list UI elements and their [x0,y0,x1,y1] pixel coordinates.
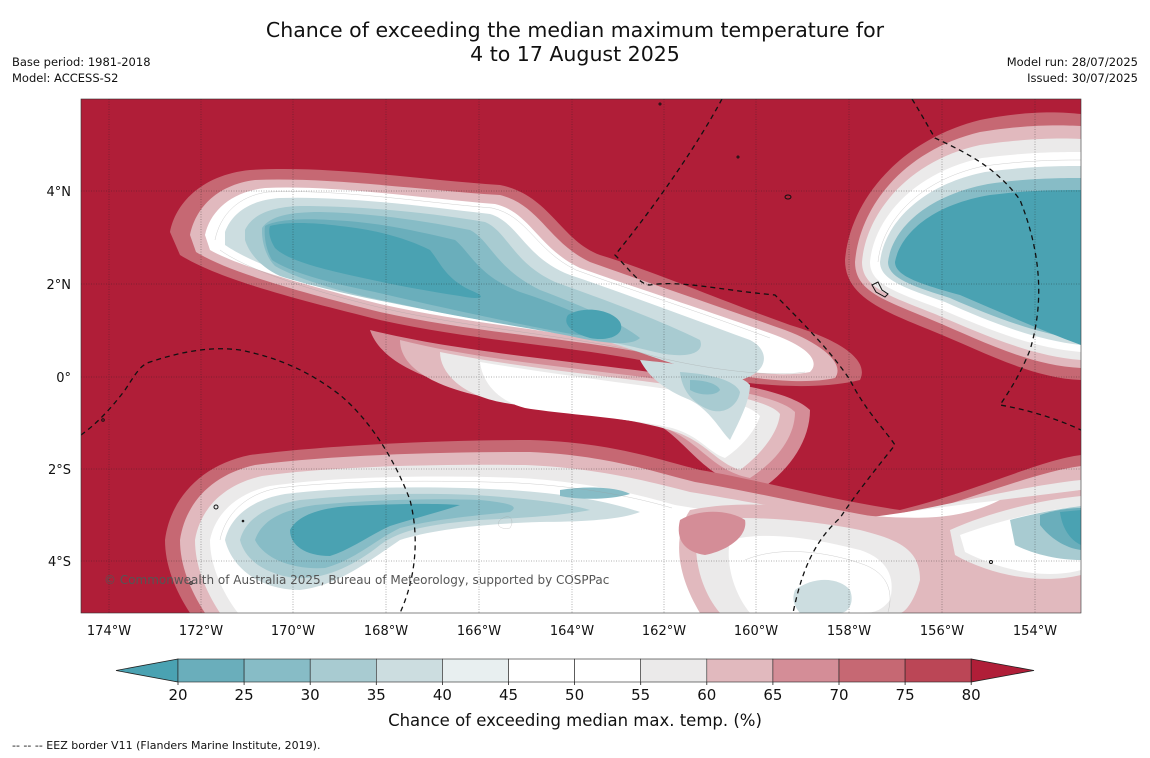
island-6 [658,102,662,106]
colorbar-tick-label: 35 [367,686,386,704]
contour-lines [214,159,1081,613]
grid-lines [81,99,1081,613]
colorbar-extend-low [115,658,179,683]
colorbar-ticks: 20 25 30 35 40 45 50 55 60 65 70 75 80 [168,686,980,704]
title-line-2: 4 to 17 August 2025 [470,42,680,66]
island-8 [989,560,993,564]
model-run: Model run: 28/07/2025 [1006,55,1138,69]
island-2 [871,281,889,298]
colorbar-segment [574,658,641,683]
base-period: Base period: 1981-2018 [12,55,151,69]
colorbar-segment [309,658,377,683]
colorbar-segment [772,658,840,683]
eez-borders [81,99,1081,613]
north-band [170,168,862,387]
colorbar-segment [508,658,575,683]
colorbar [115,658,1035,685]
colorbar-segment [243,658,311,683]
colorbar-segment [706,658,774,683]
longitude-label: 160°W [734,624,778,639]
latitude-label: 2°N [47,278,72,293]
northeast-blob [845,112,1081,380]
longitude-labels: 174°W 172°W 170°W 168°W 166°W 164°W 162°W 160°W… [87,624,1057,639]
longitude-label: 164°W [550,624,594,639]
island-5 [736,155,740,159]
island-9 [241,519,245,523]
map-panel [81,99,1081,613]
longitude-label: 174°W [87,624,131,639]
colorbar-tick-label: 65 [763,686,782,704]
latitude-labels: 4°N 2°N 0° 2°S 4°S [47,185,72,570]
colorbar-tick-label: 75 [896,686,915,704]
colorbar-segment [640,658,708,683]
colorbar-tick-label: 45 [499,686,518,704]
colorbar-tick-label: 25 [235,686,254,704]
colorbar-segment [442,658,509,683]
colorbar-label: Chance of exceeding median max. temp. (%… [388,711,762,730]
longitude-label: 162°W [642,624,686,639]
longitude-label: 154°W [1013,624,1057,639]
map-frame [80,98,1082,614]
issued-date: Issued: 30/07/2025 [1027,71,1138,85]
copyright-text: © Commonwealth of Australia 2025, Bureau… [104,573,609,587]
islands [101,102,993,585]
eez-footnote: -- -- -- EEZ border V11 (Flanders Marine… [12,739,321,752]
colorbar-segment [904,658,972,683]
colorbar-tick-label: 50 [565,686,584,704]
title-line-1: Chance of exceeding the median maximum t… [265,18,885,42]
colorbar-segment [177,658,245,683]
longitude-label: 158°W [827,624,871,639]
meta-right: Model run: 28/07/2025 Issued: 30/07/2025 [1007,54,1138,86]
colorbar-extend-high [970,658,1035,683]
model-name: Model: ACCESS-S2 [12,71,119,85]
longitude-label: 170°W [271,624,315,639]
central-tongue [370,330,810,490]
colorbar-tick-label: 60 [697,686,716,704]
chart-title: Chance of exceeding the median maximum t… [0,18,1150,66]
colorbar-tick-label: 80 [962,686,981,704]
colorbar-tick-label: 70 [829,686,848,704]
eez-border-central [614,99,896,613]
colorbar-tick-label: 55 [631,686,650,704]
eez-border-east [911,99,1081,431]
colorbar-tick-label: 40 [433,686,452,704]
latitude-label: 0° [56,371,71,386]
longitude-label: 172°W [179,624,223,639]
island-7 [189,581,193,585]
southeast-area [678,490,1081,613]
island-3 [213,504,219,510]
latitude-label: 4°S [48,555,71,570]
colorbar-tick-label: 20 [168,686,187,704]
latitude-label: 2°S [48,463,71,478]
colorbar-segment [375,658,443,683]
latitude-label: 4°N [47,185,72,200]
colorbar-segment [838,658,906,683]
meta-left: Base period: 1981-2018 Model: ACCESS-S2 [12,54,151,86]
island-1 [784,194,792,200]
longitude-label: 168°W [364,624,408,639]
longitude-label: 156°W [920,624,964,639]
colorbar-tick-label: 30 [301,686,320,704]
longitude-label: 166°W [457,624,501,639]
island-4 [101,418,105,422]
